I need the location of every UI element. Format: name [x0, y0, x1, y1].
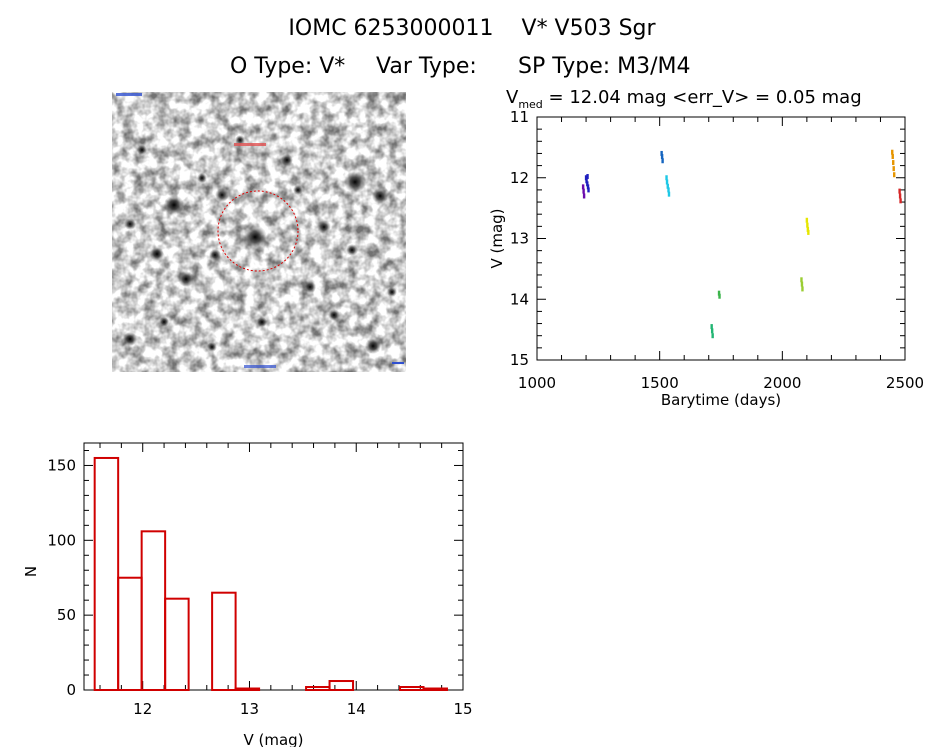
histogram-bar: [211, 591, 237, 692]
data-point: [581, 184, 585, 190]
y-axis-label: V (mag): [488, 208, 506, 268]
histogram-bar: [328, 680, 355, 692]
data-point: [805, 217, 809, 223]
data-point: [893, 172, 896, 178]
series-2: [660, 150, 664, 164]
y-tick-label: 0: [66, 681, 76, 699]
series-4: [710, 324, 714, 339]
data-point: [586, 174, 589, 180]
data-point: [665, 179, 669, 185]
series-7: [805, 217, 810, 235]
histogram-bar: [164, 597, 190, 691]
spectral-type: SP Type: M3/M4: [518, 54, 691, 79]
x-tick-label: 13: [240, 700, 259, 718]
object-name: V* V503 Sgr: [521, 16, 656, 41]
data-point: [891, 149, 894, 155]
data-point: [587, 187, 590, 193]
x-axis-label: Barytime (days): [661, 391, 781, 409]
histogram-bar: [305, 686, 331, 692]
y-tick-label: 13: [510, 230, 529, 248]
x-tick-label: 1000: [518, 374, 556, 392]
x-axis-label: V (mag): [243, 731, 303, 747]
title-line-1: IOMC 6253000011 V* V503 Sgr: [0, 16, 944, 41]
data-point: [892, 166, 895, 172]
data-point: [661, 158, 664, 164]
variability-type: Var Type:: [376, 54, 477, 79]
data-point: [806, 226, 810, 232]
data-point: [586, 181, 589, 187]
series-5: [717, 290, 721, 299]
y-axis-label: N: [22, 566, 40, 577]
series-1: [584, 174, 590, 193]
y-tick-label: 50: [57, 606, 76, 624]
object-id: IOMC 6253000011: [288, 16, 494, 41]
series-3: [665, 175, 671, 197]
star-field-image: [112, 92, 406, 372]
y-tick-label: 15: [510, 351, 529, 369]
data-point: [800, 277, 803, 283]
data-point: [898, 188, 901, 194]
y-tick-label: 12: [510, 169, 529, 187]
data-point: [806, 222, 809, 228]
histogram-bar: [140, 530, 167, 691]
data-point: [665, 175, 668, 181]
data-point: [898, 193, 902, 199]
bottom-label-mark: [244, 365, 276, 368]
series-9: [898, 188, 902, 204]
y-tick-label: 100: [47, 531, 76, 549]
data-point: [666, 183, 669, 189]
y-tick-label: 11: [510, 108, 529, 126]
data-point: [660, 150, 663, 156]
data-point: [710, 324, 713, 330]
plot-frame: [536, 116, 906, 361]
data-point: [585, 178, 588, 184]
corner-label-mark: [116, 93, 142, 96]
caption-median: Vmed = 12.04 mag <err_V> = 0.05 mag: [506, 87, 862, 111]
y-tick-label: 14: [510, 290, 529, 308]
data-point: [800, 281, 804, 287]
target-label-mark: [234, 143, 266, 146]
object-type: O Type: V*: [230, 54, 346, 79]
data-point: [801, 286, 804, 292]
data-point: [717, 290, 721, 296]
data-point: [807, 229, 810, 235]
data-point: [718, 293, 721, 299]
data-point: [667, 187, 670, 193]
histogram-bar: [93, 456, 120, 691]
data-point: [586, 184, 590, 190]
x-tick-label: 12: [133, 700, 152, 718]
target-circle: [217, 190, 299, 272]
data-point: [584, 175, 588, 181]
series-8: [891, 149, 896, 178]
histogram-bar: [234, 687, 261, 691]
data-point: [582, 193, 586, 199]
series-6: [800, 277, 804, 292]
x-tick-label: 2500: [886, 374, 924, 392]
scale-bar-mark: [392, 362, 404, 364]
data-point: [582, 188, 585, 194]
data-point: [710, 328, 714, 334]
data-point: [667, 191, 671, 197]
data-point: [711, 333, 714, 339]
y-tick-label: 150: [47, 456, 76, 474]
data-point: [892, 160, 895, 166]
histogram-bar: [422, 687, 448, 691]
data-point: [891, 153, 894, 159]
plot-frame: [83, 442, 464, 691]
stars: [123, 135, 397, 354]
x-tick-label: 2000: [763, 374, 801, 392]
data-point: [899, 198, 902, 204]
x-tick-label: 14: [347, 700, 366, 718]
data-point: [660, 153, 664, 159]
histogram-bar: [117, 576, 143, 692]
x-tick-label: 15: [453, 700, 472, 718]
light-curve-chart: Vmed = 12.04 mag <err_V> = 0.05 mag 1000…: [488, 87, 924, 409]
x-tick-label: 1500: [641, 374, 679, 392]
series-0: [581, 184, 586, 199]
